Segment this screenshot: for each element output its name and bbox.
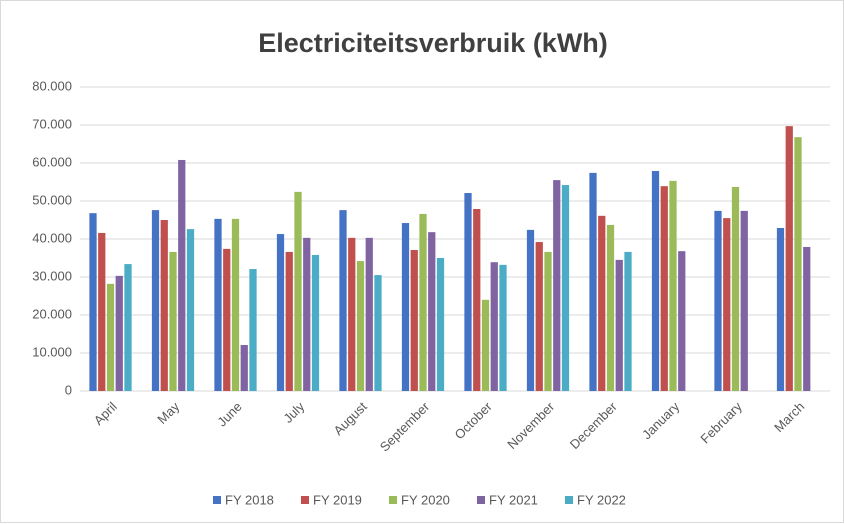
- bar: [598, 215, 606, 391]
- bar: [303, 237, 311, 391]
- bar: [589, 172, 597, 391]
- y-tick-label: 40.000: [32, 230, 72, 245]
- bar: [714, 210, 722, 391]
- bar: [339, 210, 347, 391]
- y-tick-label: 30.000: [32, 268, 72, 283]
- legend-label: FY 2020: [401, 492, 450, 507]
- y-tick-label: 70.000: [32, 116, 72, 131]
- bar: [365, 237, 373, 391]
- bar: [436, 258, 445, 391]
- bar: [151, 210, 160, 391]
- bar: [723, 218, 731, 391]
- y-tick-label: 20.000: [32, 306, 72, 321]
- bar: [740, 210, 748, 391]
- bar: [223, 248, 231, 391]
- bar: [651, 170, 660, 391]
- bar: [401, 223, 410, 391]
- legend-label: FY 2018: [225, 492, 274, 507]
- bar: [106, 283, 115, 391]
- bar: [374, 275, 382, 391]
- bar: [624, 251, 632, 391]
- bar: [240, 345, 248, 391]
- bar: [249, 269, 257, 391]
- y-tick-label: 10.000: [32, 344, 72, 359]
- bar: [660, 186, 668, 391]
- bar: [276, 234, 285, 391]
- bar: [678, 251, 686, 391]
- bar: [428, 232, 436, 391]
- bar: [561, 185, 570, 391]
- bar: [419, 213, 427, 391]
- bar: [294, 191, 302, 391]
- legend-swatch: [477, 496, 485, 504]
- bar: [348, 237, 356, 391]
- bar: [615, 259, 623, 391]
- bar: [803, 246, 811, 391]
- bar: [98, 232, 106, 391]
- legend-swatch: [565, 496, 573, 504]
- bar: [115, 275, 123, 391]
- y-tick-label: 80.000: [32, 78, 72, 93]
- bar: [231, 218, 240, 391]
- bar: [285, 251, 293, 391]
- bar: [526, 229, 535, 391]
- bar: [89, 213, 97, 391]
- legend-swatch: [301, 496, 309, 504]
- bar: [214, 218, 222, 391]
- bar: [481, 299, 490, 391]
- bar: [160, 220, 168, 391]
- y-tick-label: 0: [65, 382, 72, 397]
- bar: [499, 264, 507, 391]
- bar: [553, 180, 561, 391]
- y-tick-label: 60.000: [32, 154, 72, 169]
- bar: [356, 261, 365, 391]
- legend-label: FY 2019: [313, 492, 362, 507]
- bar: [464, 193, 472, 391]
- bar: [169, 251, 177, 391]
- bar: [410, 250, 418, 391]
- y-tick-label: 50.000: [32, 192, 72, 207]
- bar: [669, 180, 677, 391]
- bar: [731, 186, 740, 391]
- bar: [178, 159, 186, 391]
- legend-swatch: [213, 496, 221, 504]
- bar: [186, 229, 195, 391]
- bar: [794, 137, 802, 391]
- bar: [311, 254, 320, 391]
- bar: [776, 227, 785, 391]
- legend-swatch: [389, 496, 397, 504]
- bar: [124, 264, 132, 391]
- legend-label: FY 2022: [577, 492, 626, 507]
- bar: [606, 224, 615, 391]
- bar: [535, 242, 543, 391]
- bar: [544, 251, 552, 391]
- chart-title: Electriciteitsverbruik (kWh): [258, 28, 608, 58]
- legend-label: FY 2021: [489, 492, 538, 507]
- bar: [473, 208, 481, 391]
- bar: [785, 126, 793, 391]
- bar: [490, 262, 498, 391]
